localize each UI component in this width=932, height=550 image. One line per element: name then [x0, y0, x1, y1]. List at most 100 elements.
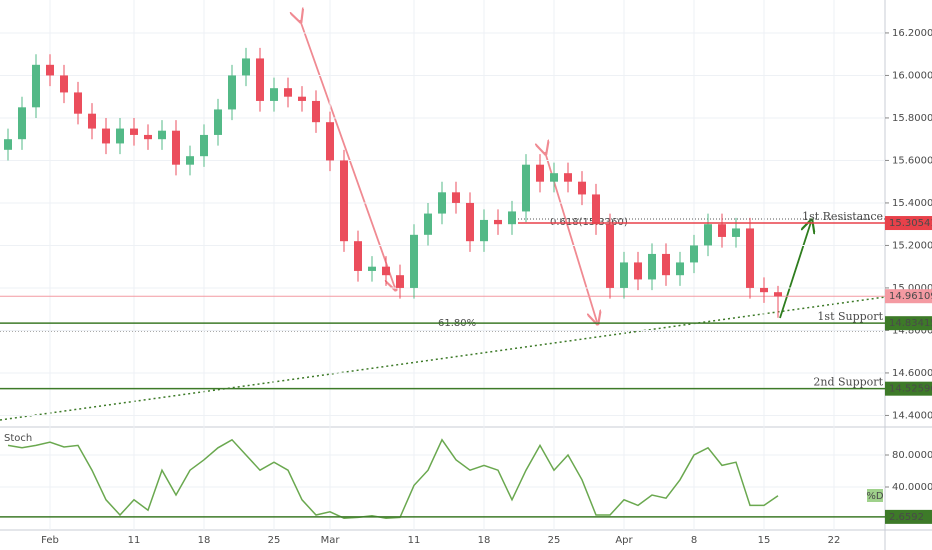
candle-body [676, 262, 684, 276]
candle-body [760, 287, 768, 293]
level-name: 2nd Support [813, 376, 883, 389]
candle-body [312, 100, 320, 123]
candle-body [774, 292, 782, 297]
current-price-box [885, 289, 932, 304]
candle-body [158, 130, 166, 140]
level-value-box [885, 216, 932, 231]
candle-body [522, 164, 530, 212]
candle-body [578, 181, 586, 195]
x-tick-label: 11 [408, 535, 421, 546]
candle-body [732, 228, 740, 237]
candle-body [354, 241, 362, 271]
candle-body [494, 219, 502, 225]
candle-body [690, 245, 698, 263]
stoch-tag: %D [866, 491, 884, 502]
candle-body [550, 173, 558, 182]
candle-body [606, 224, 614, 288]
candle-body [298, 96, 306, 101]
y-tick-label: 80.00000 [892, 450, 932, 461]
arrow [779, 222, 811, 319]
candle-body [214, 109, 222, 135]
candle-body [396, 275, 404, 288]
x-tick-label: Apr [615, 535, 633, 546]
candle-body [718, 224, 726, 237]
candle-body [648, 253, 656, 280]
candle-body [228, 75, 236, 110]
candle-body [284, 88, 292, 97]
candle-body [32, 64, 40, 108]
level-value-box [885, 316, 932, 331]
candle-body [256, 58, 264, 101]
x-tick-label: 18 [198, 535, 211, 546]
candle-body [508, 211, 516, 225]
x-tick-label: 11 [128, 535, 141, 546]
x-tick-label: Mar [321, 535, 341, 546]
y-tick-label: 15.60000 [892, 155, 932, 166]
candle-body [424, 213, 432, 235]
candle-body [466, 202, 474, 242]
y-tick-label: 16.00000 [892, 70, 932, 81]
candle-body [144, 134, 152, 140]
candle-body [480, 219, 488, 242]
candle-body [326, 122, 334, 161]
candle-body [200, 134, 208, 157]
candle-body [242, 58, 250, 76]
candle-body [662, 253, 670, 276]
candle-body [592, 194, 600, 225]
x-tick-label: 25 [548, 535, 561, 546]
candle-body [46, 64, 54, 76]
y-tick-label: 15.00000 [892, 283, 932, 294]
y-tick-label: 14.80000 [892, 325, 932, 336]
candle-body [410, 234, 418, 288]
candle-body [620, 262, 628, 288]
candle-body [18, 107, 26, 140]
y-tick-label: 14.40000 [892, 410, 932, 421]
candle-body [382, 266, 390, 276]
level-name: 1st Resistance [802, 210, 883, 223]
candle-body [88, 113, 96, 129]
level-value: 15.30541 [889, 218, 932, 229]
candle-body [172, 130, 180, 165]
stoch-tag-box [867, 489, 883, 502]
trend-line [0, 296, 886, 421]
current-price-value: 14.96109 [889, 291, 932, 302]
candle-body [60, 75, 68, 93]
x-tick-label: 8 [691, 535, 697, 546]
y-tick-label: 15.80000 [892, 113, 932, 124]
candle-body [116, 128, 124, 144]
y-tick-label: 40.00000 [892, 482, 932, 493]
candle-body [74, 92, 82, 114]
y-tick-label: 16.20000 [892, 28, 932, 39]
candle-body [536, 164, 544, 182]
level-value: 14.83415 [889, 318, 932, 329]
y-tick-label: 15.40000 [892, 198, 932, 209]
stoch-value: 2.6592 [889, 512, 924, 523]
candle-body [452, 192, 460, 203]
candle-body [746, 228, 754, 288]
stoch-value-box [885, 509, 932, 524]
x-tick-label: Feb [41, 535, 59, 546]
candle-body [704, 224, 712, 246]
candle-body [130, 128, 138, 135]
candle-body [186, 156, 194, 165]
x-tick-label: 18 [478, 535, 491, 546]
x-tick-label: 22 [828, 535, 841, 546]
candle-body [4, 139, 12, 150]
candle-body [340, 160, 348, 242]
level-value-box [885, 381, 932, 396]
level-value: 14.52596 [889, 384, 932, 395]
arrow [300, 20, 395, 288]
candle-body [438, 192, 446, 214]
candle-body [102, 128, 110, 144]
stoch-title: Stoch [4, 433, 32, 444]
candle-body [368, 266, 376, 271]
y-tick-label: 15.20000 [892, 240, 932, 251]
candle-body [564, 173, 572, 182]
x-tick-label: 15 [758, 535, 771, 546]
y-tick-label: 14.60000 [892, 368, 932, 379]
x-tick-label: 25 [268, 535, 281, 546]
candle-body [634, 262, 642, 280]
level-name: 1st Support [817, 310, 883, 323]
